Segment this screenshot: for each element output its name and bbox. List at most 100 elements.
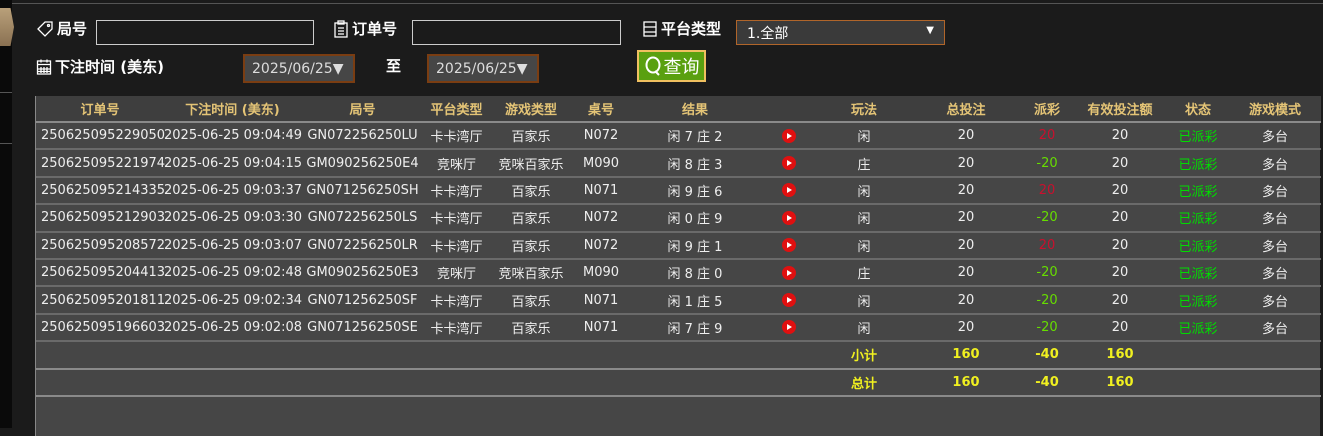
header-table-no: 桌号 [573, 96, 629, 123]
empty-cell [424, 341, 489, 370]
cell-game-mode: 多台 [1229, 149, 1321, 178]
table-row: 250625095229050 2025-06-25 09:04:49 GN0722… [36, 122, 1321, 151]
empty-cell [573, 368, 629, 397]
cell-order-no: 250625095214335 [36, 176, 165, 206]
cell-platform: 卡卡湾厅 [424, 286, 489, 315]
cell-platform: 卡卡湾厅 [424, 176, 489, 206]
header-game-mode: 游戏模式 [1229, 96, 1321, 123]
header-bet-time: 下注时间 (美东) [164, 96, 301, 123]
cell-payout: -20 [1021, 286, 1073, 315]
round-label: 局号 [36, 18, 87, 39]
to-label: 至 [386, 57, 402, 75]
cell-table-no: N071 [573, 176, 629, 206]
cell-result: 闲 7 庄 9 [629, 313, 761, 343]
cell-table-no: N071 [573, 313, 629, 343]
cell-total-bet: 20 [911, 231, 1021, 260]
cell-payout: 20 [1021, 231, 1073, 260]
cell-order-no: 250625095229050 [36, 122, 165, 151]
query-button[interactable]: 查询 [637, 50, 706, 82]
table-row: 250625095196603 2025-06-25 09:02:08 GN0712… [36, 313, 1321, 343]
platform-label: 平台类型 [642, 18, 721, 39]
cell-table-no: M090 [573, 258, 629, 288]
cell-valid-bet: 20 [1073, 313, 1167, 343]
table-row: 250625095212903 2025-06-25 09:03:30 GN0722… [36, 204, 1321, 233]
empty-cell [489, 341, 573, 370]
subtotal-label: 小计 [817, 341, 911, 370]
cell-total-bet: 20 [911, 258, 1021, 288]
cell-order-no: 250625095204413 [36, 258, 165, 288]
empty-cell [761, 341, 817, 370]
play-video-icon[interactable] [782, 156, 796, 171]
table-row: 250625095221974 2025-06-25 09:04:15 GM0902… [36, 149, 1321, 178]
play-video-icon[interactable] [782, 320, 796, 335]
play-video-icon[interactable] [782, 293, 796, 308]
cell-bet-type: 闲 [817, 286, 911, 315]
empty-cell [36, 341, 164, 370]
cell-payout: -20 [1021, 313, 1073, 343]
cell-game-mode: 多台 [1229, 176, 1321, 206]
cell-platform: 卡卡湾厅 [424, 313, 489, 343]
header-total-bet: 总投注 [911, 96, 1021, 123]
cell-round-no: GN072256250LR [301, 231, 424, 260]
cell-result: 闲 8 庄 3 [629, 149, 761, 178]
order-input[interactable] [412, 20, 621, 45]
cell-order-no: 250625095196603 [36, 313, 165, 343]
top-divider [10, 3, 1323, 4]
sidebar-active-tab[interactable] [0, 8, 14, 46]
header-platform: 平台类型 [424, 96, 489, 123]
video-cell [761, 204, 817, 233]
platform-select[interactable]: 1.全部 ▼ [736, 20, 945, 45]
empty-cell [1167, 368, 1229, 397]
cell-table-no: N072 [573, 204, 629, 233]
table-row: 250625095208572 2025-06-25 09:03:07 GN0722… [36, 231, 1321, 260]
cell-valid-bet: 20 [1073, 204, 1167, 233]
cell-bet-type: 闲 [817, 176, 911, 206]
cell-total-bet: 20 [911, 286, 1021, 315]
play-video-icon[interactable] [782, 265, 796, 280]
play-video-icon[interactable] [782, 238, 796, 253]
empty-cell [301, 368, 424, 397]
date-from-picker[interactable]: 2025/06/25▼ [243, 54, 355, 83]
round-input[interactable] [96, 20, 314, 45]
cell-bet-type: 庄 [817, 149, 911, 178]
cell-valid-bet: 20 [1073, 149, 1167, 178]
bet-records-table: 订单号 下注时间 (美东) 局号 平台类型 游戏类型 桌号 结果 玩法 总投注 派彩 有效投注额 状态… [35, 96, 1321, 436]
play-video-icon[interactable] [782, 128, 796, 143]
empty-cell [629, 368, 761, 397]
cell-status: 已派彩 [1167, 286, 1229, 315]
cell-bet-type: 闲 [817, 122, 911, 151]
cell-round-no: GM090256250E4 [301, 149, 424, 178]
divider [0, 143, 12, 144]
cell-round-no: GM090256250E3 [301, 258, 424, 288]
video-cell [761, 286, 817, 315]
total-row: 总计 160 -40 160 [36, 368, 1321, 397]
cell-order-no: 250625095221974 [36, 149, 165, 178]
cell-result: 闲 0 庄 9 [629, 204, 761, 233]
round-label-text: 局号 [57, 20, 88, 38]
platform-label-text: 平台类型 [661, 20, 722, 38]
total-label: 总计 [817, 368, 911, 397]
cell-platform: 卡卡湾厅 [424, 231, 489, 260]
total-total-bet: 160 [911, 368, 1021, 397]
play-video-icon[interactable] [782, 210, 796, 225]
query-button-label: 查询 [663, 57, 700, 78]
cell-bet-time: 2025-06-25 09:02:08 [164, 313, 302, 343]
cell-valid-bet: 20 [1073, 231, 1167, 260]
video-cell [761, 149, 817, 178]
cell-result: 闲 9 庄 6 [629, 176, 761, 206]
cell-game-type: 百家乐 [489, 204, 573, 233]
header-video [761, 96, 817, 123]
header-order-no: 订单号 [36, 96, 164, 123]
video-cell [761, 258, 817, 288]
subtotal-valid-bet: 160 [1073, 341, 1167, 370]
platform-select-value: 1.全部 [747, 26, 789, 42]
date-to-picker[interactable]: 2025/06/25▼ [427, 54, 539, 83]
cell-game-type: 百家乐 [489, 286, 573, 315]
cell-order-no: 250625095208572 [36, 231, 165, 260]
cell-status: 已派彩 [1167, 231, 1229, 260]
header-result: 结果 [629, 96, 761, 123]
cell-order-no: 250625095201811 [36, 286, 165, 315]
cell-result: 闲 8 庄 0 [629, 258, 761, 288]
video-cell [761, 176, 817, 206]
play-video-icon[interactable] [782, 183, 796, 198]
